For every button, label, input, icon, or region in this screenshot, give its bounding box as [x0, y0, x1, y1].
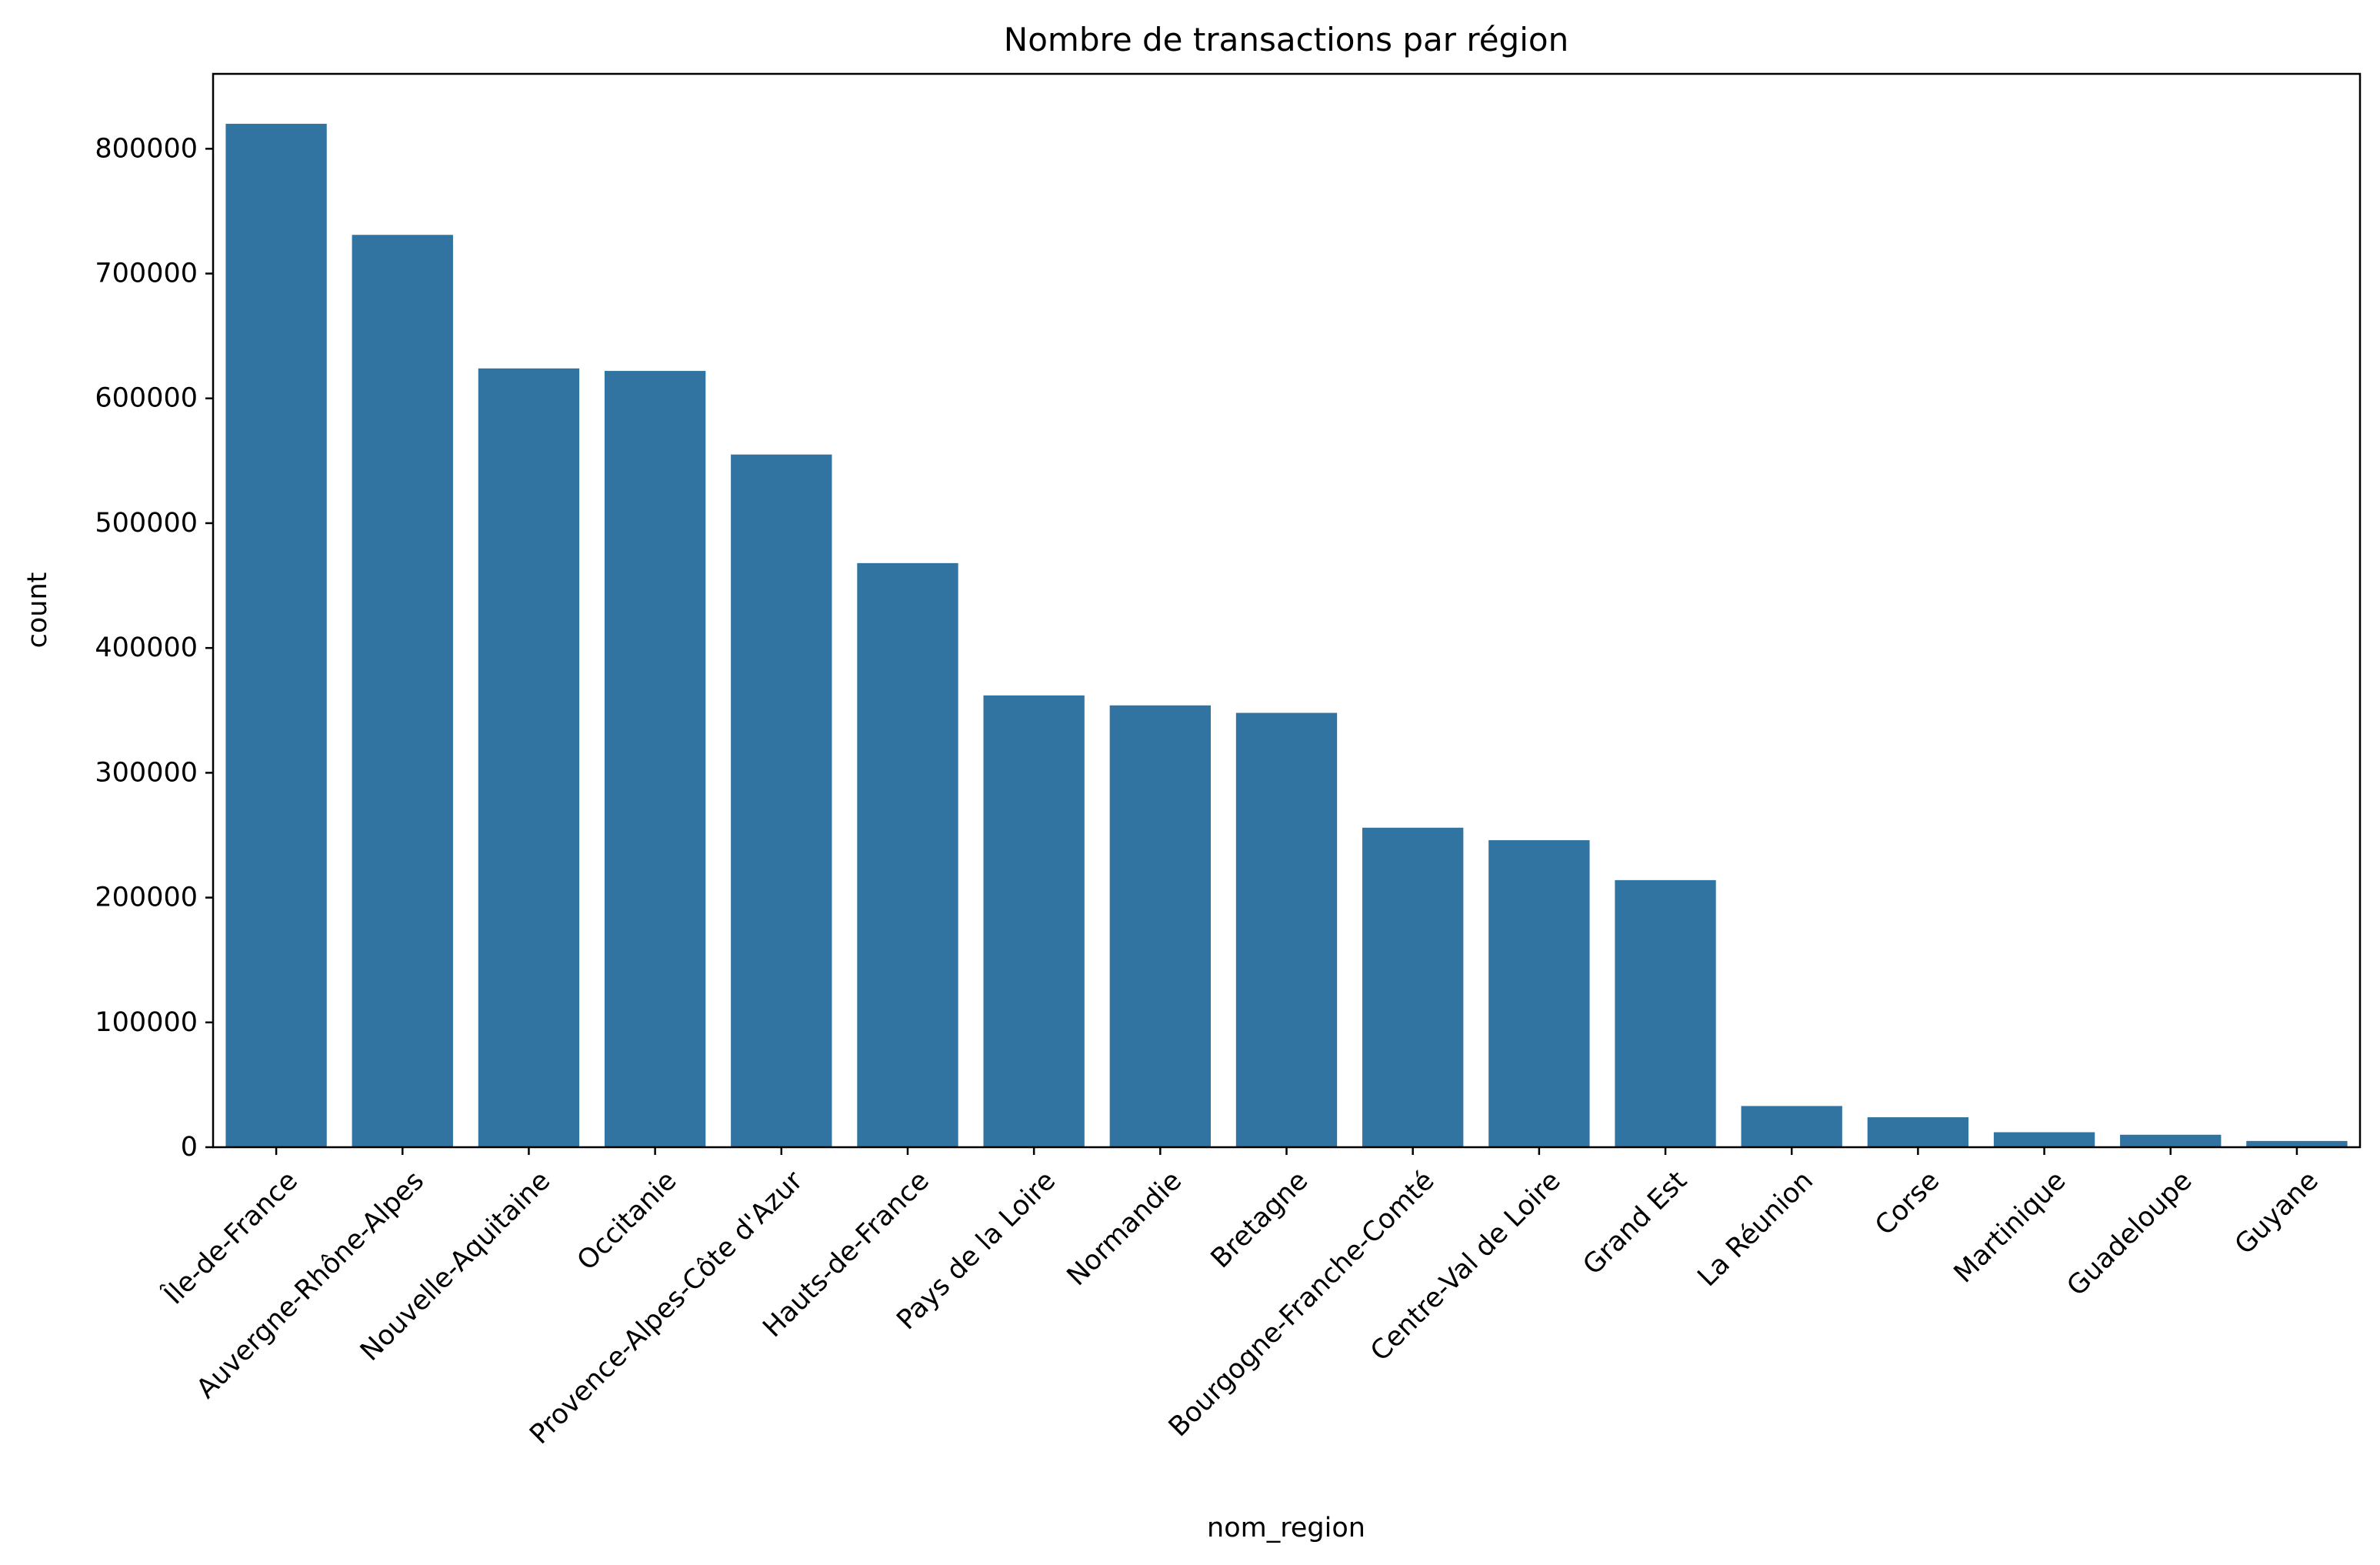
x-tick-label: Île-de-France: [157, 1164, 304, 1311]
x-tick-label: Occitanie: [572, 1166, 683, 1277]
bar: [983, 695, 1085, 1147]
bar: [1109, 705, 1211, 1147]
bar: [604, 371, 706, 1148]
x-axis: Île-de-FranceAuvergne-Rhône-AlpesNouvell…: [157, 1147, 2325, 1450]
y-tick-label: 800000: [95, 133, 198, 164]
x-tick-label: Bourgogne-Franche-Comté: [1163, 1166, 1441, 1443]
bar: [352, 235, 453, 1147]
x-tick-label: Provence-Alpes-Côte d'Azur: [524, 1165, 809, 1450]
bar: [1741, 1106, 1842, 1147]
x-tick-label: Corse: [1869, 1166, 1945, 1242]
y-tick-label: 300000: [95, 757, 198, 788]
y-tick-label: 600000: [95, 383, 198, 414]
bar: [2120, 1134, 2222, 1147]
x-tick-label: Grand Est: [1578, 1166, 1693, 1281]
bar: [1867, 1117, 1969, 1147]
bar: [478, 368, 580, 1147]
y-tick-label: 400000: [95, 632, 198, 663]
bar: [1235, 712, 1338, 1147]
x-tick-label: Bretagne: [1205, 1166, 1315, 1275]
bar: [1362, 827, 1464, 1147]
bars-group: [225, 123, 2348, 1148]
y-tick-label: 500000: [95, 508, 198, 539]
x-tick-label: Auvergne-Rhône-Alpes: [191, 1166, 430, 1405]
bar: [1615, 879, 1716, 1147]
plot-frame: [212, 72, 2362, 1149]
bar: [1488, 839, 1590, 1147]
bar: [731, 454, 832, 1147]
chart-title: Nombre de transactions par région: [1004, 21, 1568, 58]
y-tick-label: 100000: [95, 1007, 198, 1038]
bar: [2246, 1140, 2348, 1147]
x-tick-label: Guadeloupe: [2062, 1166, 2198, 1303]
y-tick-label: 0: [181, 1132, 198, 1163]
bar: [857, 562, 958, 1147]
bar: [1993, 1132, 2095, 1147]
x-axis-label: nom_region: [1207, 1513, 1365, 1543]
x-tick-label: La Réunion: [1692, 1166, 1819, 1293]
y-axis-label: count: [22, 572, 53, 649]
y-tick-label: 200000: [95, 883, 198, 913]
x-tick-label: Martinique: [1948, 1166, 2072, 1290]
x-tick-label: Guyane: [2229, 1166, 2325, 1261]
y-tick-label: 700000: [95, 259, 198, 289]
x-tick-label: Normandie: [1062, 1166, 1188, 1292]
y-axis: 0 100000 200000 300000 400000 500000 600000 700…: [95, 133, 213, 1163]
bar: [225, 123, 327, 1147]
